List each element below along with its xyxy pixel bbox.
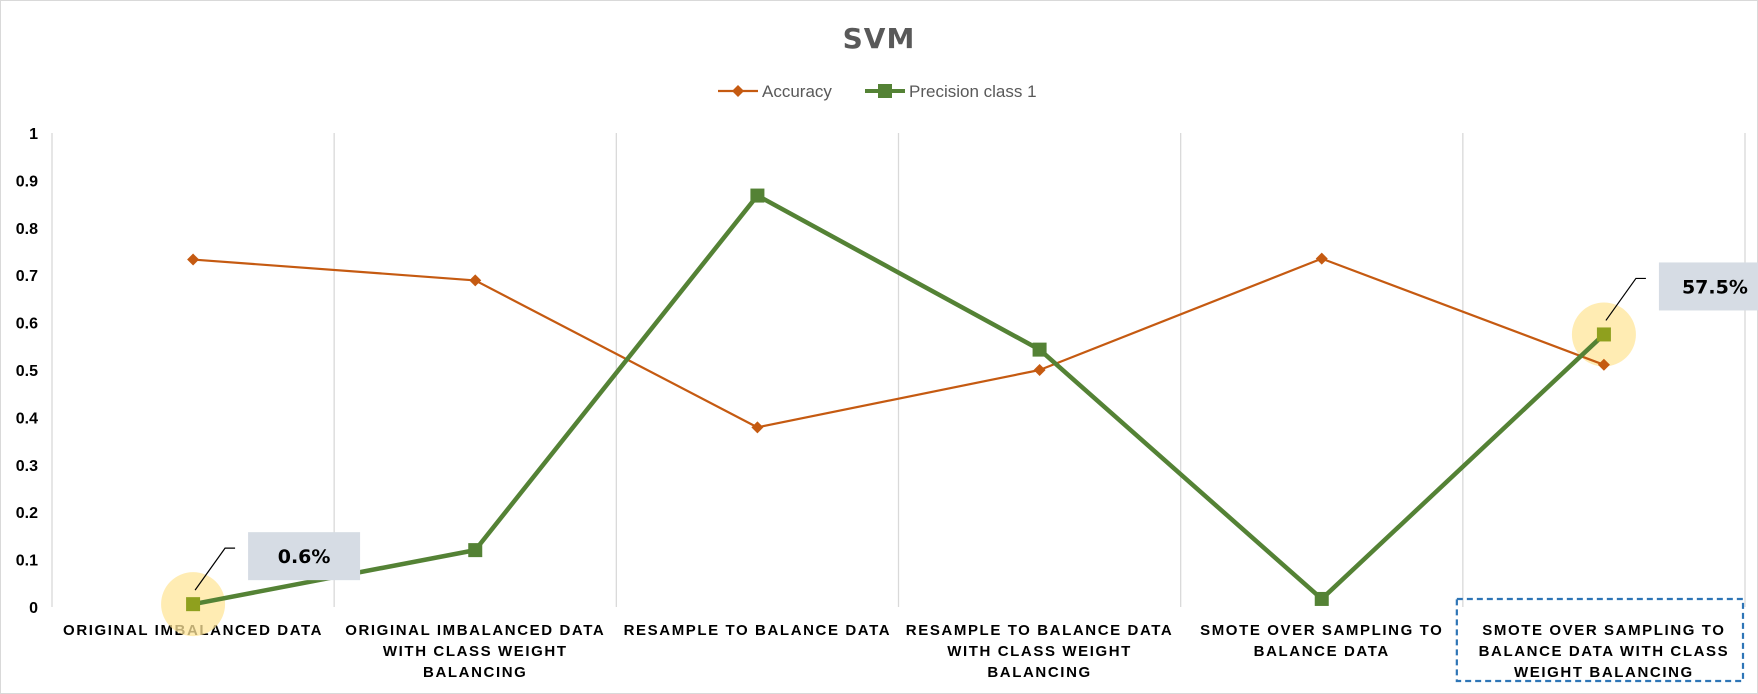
- y-tick-label: 0.7: [16, 268, 38, 285]
- x-category-label: ORIGINAL IMBALANCED DATA: [345, 622, 605, 639]
- data-point: [1033, 364, 1046, 376]
- x-category-label: SMOTE OVER SAMPLING TO: [1200, 622, 1443, 639]
- data-point: [751, 421, 764, 434]
- x-category-label: RESAMPLE TO BALANCE DATA: [906, 622, 1174, 639]
- x-axis: ORIGINAL IMBALANCED DATA ORIGINAL IMBALAN…: [63, 622, 1730, 681]
- data-point: [1597, 358, 1610, 371]
- x-category-label: WITH CLASS WEIGHT: [947, 643, 1132, 660]
- y-tick-label: 0.6: [16, 316, 38, 333]
- y-tick-label: 0.9: [16, 173, 38, 190]
- y-tick-label: 0.4: [16, 410, 38, 427]
- data-point: [1315, 252, 1328, 265]
- x-category-label: BALANCE DATA WITH CLASS: [1479, 643, 1730, 660]
- series: [186, 188, 1611, 612]
- data-point: [1314, 591, 1329, 606]
- x-category-label: RESAMPLE TO BALANCE DATA: [624, 622, 892, 639]
- callout-box-1: [1658, 262, 1758, 311]
- x-category-label: WEIGHT BALANCING: [1514, 664, 1694, 681]
- callouts: 0.6% 57.5%: [194, 262, 1758, 591]
- x-category-label: WITH CLASS WEIGHT: [383, 643, 568, 660]
- callout-leader-1: [1605, 277, 1646, 321]
- legend-marker-1: [878, 84, 892, 98]
- y-tick-label: 0.2: [16, 505, 38, 522]
- callout-leader-0: [194, 547, 236, 591]
- data-point: [468, 543, 483, 558]
- data-point: [1596, 327, 1611, 342]
- legend-label-0: Accuracy: [762, 82, 832, 101]
- x-category-label: SMOTE OVER SAMPLING TO: [1482, 622, 1725, 639]
- legend: Accuracy Precision class 1: [718, 82, 1037, 101]
- legend-marker-0: [732, 85, 744, 97]
- data-point: [187, 253, 200, 266]
- y-tick-label: 1: [29, 126, 38, 143]
- series-line-1: [192, 193, 1606, 607]
- data-point: [186, 597, 201, 612]
- series-line-0: [193, 257, 1605, 429]
- chart-title: SVM: [843, 22, 916, 55]
- y-tick-label: 0.5: [16, 363, 38, 380]
- y-tick-label: 0.3: [16, 458, 38, 475]
- x-category-label: BALANCING: [423, 664, 527, 681]
- data-point: [469, 274, 482, 287]
- highlight-box: [1455, 597, 1745, 683]
- callout-label-1: 57.5%: [1682, 276, 1748, 298]
- data-point: [750, 188, 765, 203]
- x-category-label: BALANCING: [987, 664, 1091, 681]
- data-point: [1032, 342, 1047, 357]
- legend-label-1: Precision class 1: [909, 82, 1037, 101]
- callout-label-0: 0.6%: [278, 546, 331, 568]
- callout-box-0: [248, 532, 361, 581]
- x-category-label: BALANCE DATA: [1254, 643, 1390, 660]
- y-axis: 0 0.1 0.2 0.3 0.4 0.5 0.6 0.7 0.8 0.9 1: [16, 126, 38, 617]
- y-tick-label: 0.1: [16, 553, 38, 570]
- y-tick-label: 0: [29, 600, 38, 617]
- y-tick-label: 0.8: [16, 221, 38, 238]
